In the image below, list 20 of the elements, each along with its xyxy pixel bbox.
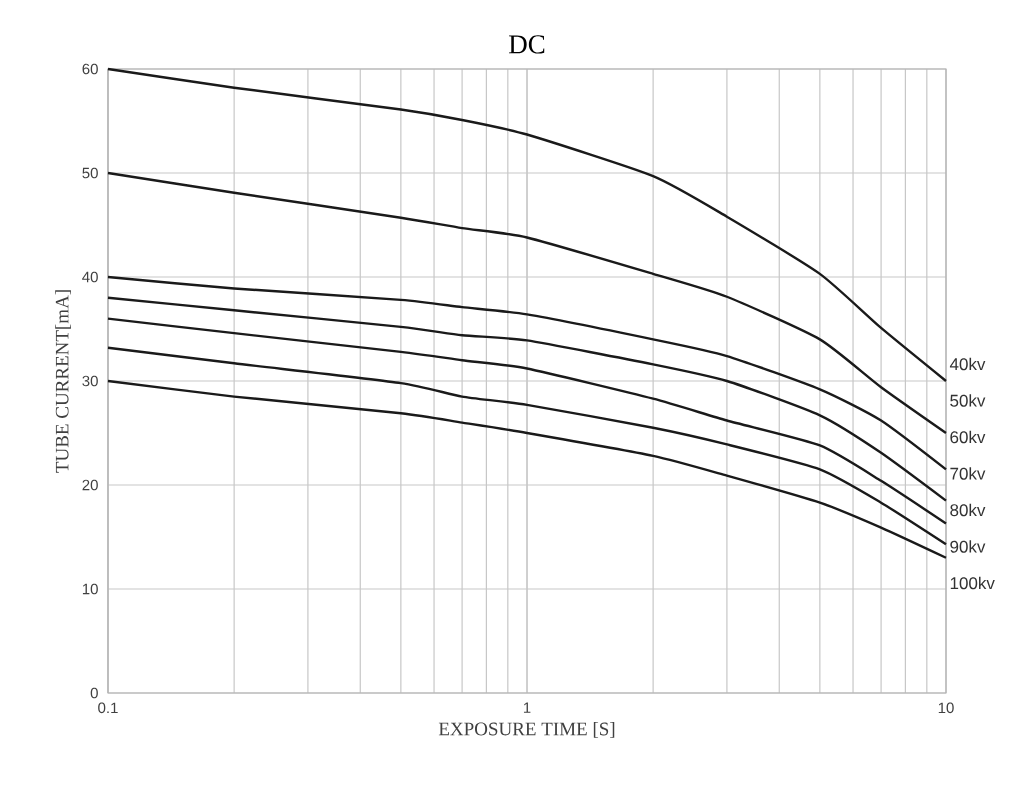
x-axis-title: EXPOSURE TIME [S] — [438, 722, 615, 738]
y-tick-label: 0 — [90, 687, 98, 699]
y-tick-label: 20 — [82, 479, 98, 491]
series-label: 60kv — [950, 430, 986, 444]
series-label: 70kv — [950, 467, 986, 480]
y-axis-title: TUBE CURRENT[mA] — [55, 290, 71, 473]
y-tick-label: 10 — [82, 583, 98, 595]
series-label: 100kv — [950, 576, 995, 590]
y-tick-label: 40 — [82, 271, 98, 283]
x-tick-label: 1 — [523, 702, 531, 713]
x-tick-label: 10 — [938, 702, 954, 714]
y-tick-label: 60 — [82, 63, 98, 75]
y-tick-label: 30 — [82, 375, 98, 387]
series-label: 90kv — [950, 540, 986, 553]
series-label: 80kv — [950, 503, 986, 517]
y-tick-label: 50 — [82, 167, 98, 179]
chart-title: DC — [509, 35, 545, 54]
series-label: 40kv — [949, 357, 986, 371]
series-label: 50kv — [950, 394, 986, 407]
x-tick-label: 0.1 — [98, 702, 118, 714]
